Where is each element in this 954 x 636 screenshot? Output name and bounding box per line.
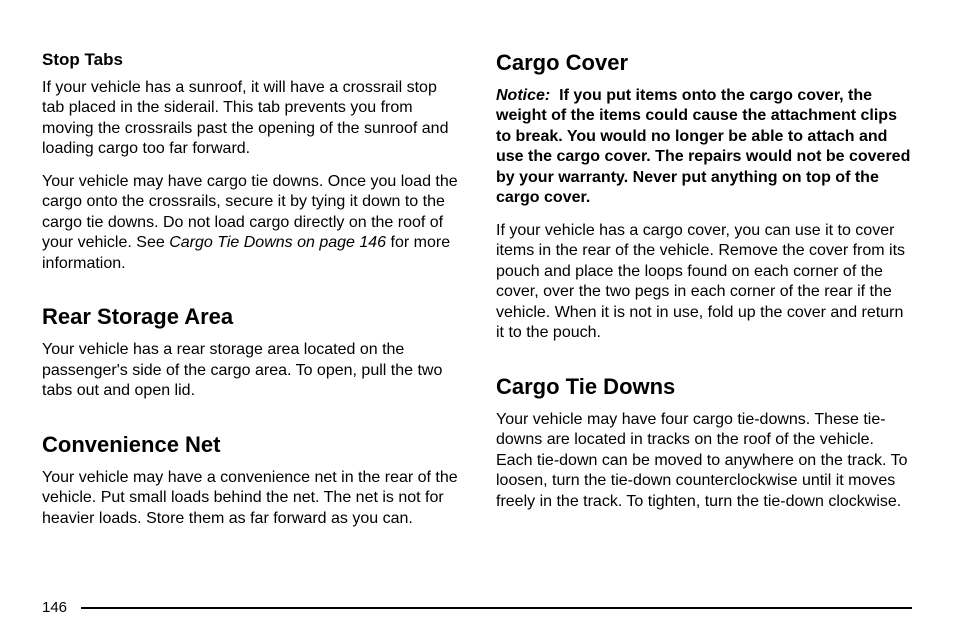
page-number: 146 [42, 599, 81, 616]
convenience-net-para-1: Your vehicle may have a convenience net … [42, 468, 458, 529]
footer-rule [81, 607, 912, 609]
right-column: Cargo Cover Notice: If you put items ont… [496, 50, 912, 581]
rear-storage-para-1: Your vehicle has a rear storage area loc… [42, 340, 458, 401]
stop-tabs-para-1: If your vehicle has a sunroof, it will h… [42, 78, 458, 160]
page-footer: 146 [42, 581, 912, 616]
cargo-tie-downs-crossref: Cargo Tie Downs on page 146 [169, 234, 386, 251]
page: Stop Tabs If your vehicle has a sunroof,… [0, 0, 954, 636]
convenience-net-heading: Convenience Net [42, 432, 458, 458]
notice-label: Notice: [496, 87, 550, 104]
cargo-cover-heading: Cargo Cover [496, 50, 912, 76]
left-column: Stop Tabs If your vehicle has a sunroof,… [42, 50, 458, 581]
stop-tabs-para-2: Your vehicle may have cargo tie downs. O… [42, 172, 458, 274]
cargo-tie-downs-heading: Cargo Tie Downs [496, 374, 912, 400]
two-column-layout: Stop Tabs If your vehicle has a sunroof,… [42, 50, 912, 581]
rear-storage-heading: Rear Storage Area [42, 304, 458, 330]
stop-tabs-heading: Stop Tabs [42, 50, 458, 70]
cargo-cover-notice: Notice: If you put items onto the cargo … [496, 86, 912, 209]
cargo-tie-downs-para-1: Your vehicle may have four cargo tie-dow… [496, 410, 912, 512]
notice-body: If you put items onto the cargo cover, t… [496, 87, 910, 206]
cargo-cover-para-1: If your vehicle has a cargo cover, you c… [496, 221, 912, 344]
